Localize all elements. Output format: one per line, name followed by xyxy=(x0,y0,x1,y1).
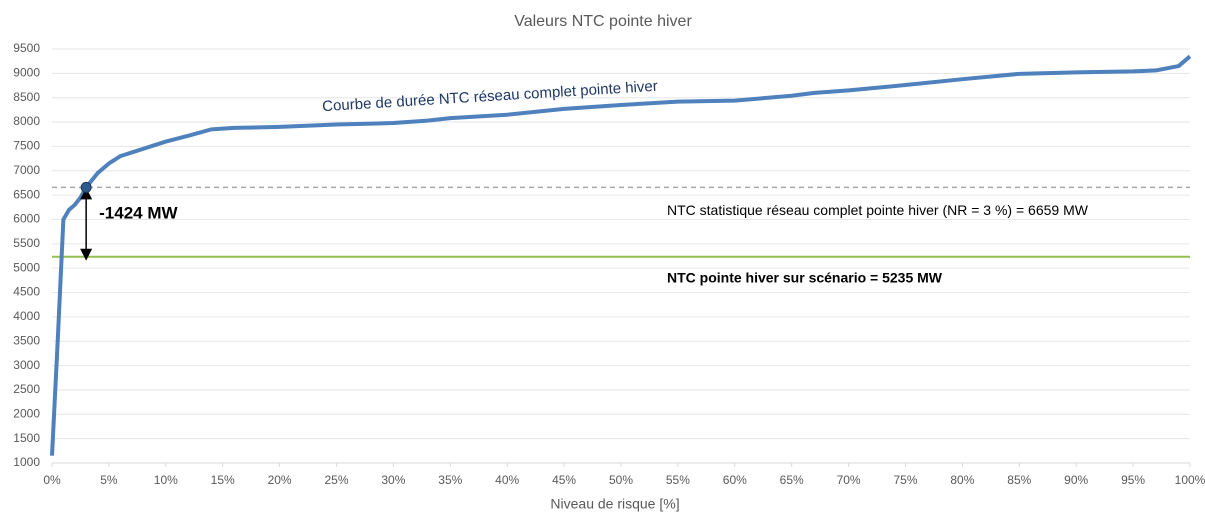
x-tick-label: 75% xyxy=(893,473,917,487)
reference-label: NTC statistique réseau complet pointe hi… xyxy=(667,202,1089,218)
x-tick-label: 20% xyxy=(268,473,292,487)
x-tick-label: 70% xyxy=(837,473,861,487)
x-tick-label: 25% xyxy=(324,473,348,487)
y-tick-label: 2500 xyxy=(13,382,40,396)
y-tick-label: 3000 xyxy=(13,358,40,372)
y-tick-label: 4500 xyxy=(13,285,40,299)
x-axis-label: Niveau de risque [%] xyxy=(550,496,679,512)
y-tick-label: 8000 xyxy=(13,114,40,128)
x-tick-label: 60% xyxy=(723,473,747,487)
y-tick-label: 8500 xyxy=(13,90,40,104)
x-tick-label: 0% xyxy=(43,473,61,487)
y-tick-label: 5000 xyxy=(13,260,40,274)
x-tick-label: 15% xyxy=(211,473,235,487)
x-tick-label: 55% xyxy=(666,473,690,487)
y-tick-label: 1500 xyxy=(13,431,40,445)
x-tick-label: 65% xyxy=(780,473,804,487)
highlight-point xyxy=(80,181,92,193)
arrow-label: -1424 MW xyxy=(99,204,178,223)
y-tick-label: 7500 xyxy=(13,139,40,153)
x-tick-label: 95% xyxy=(1121,473,1145,487)
x-tick-label: 40% xyxy=(495,473,519,487)
x-tick-label: 45% xyxy=(552,473,576,487)
x-tick-label: 90% xyxy=(1064,473,1088,487)
x-tick-label: 80% xyxy=(950,473,974,487)
y-tick-label: 6500 xyxy=(13,187,40,201)
x-tick-label: 5% xyxy=(100,473,118,487)
y-tick-label: 4000 xyxy=(13,309,40,323)
y-tick-label: 6000 xyxy=(13,212,40,226)
x-tick-label: 35% xyxy=(438,473,462,487)
chart-title: Valeurs NTC pointe hiver xyxy=(514,13,692,30)
x-tick-label: 30% xyxy=(381,473,405,487)
y-tick-label: 2000 xyxy=(13,406,40,420)
y-tick-label: 9000 xyxy=(13,66,40,80)
x-tick-label: 10% xyxy=(154,473,178,487)
x-tick-label: 100% xyxy=(1175,473,1205,487)
series-label: Courbe de durée NTC réseau complet point… xyxy=(322,78,658,115)
y-tick-label: 5500 xyxy=(13,236,40,250)
y-tick-label: 7000 xyxy=(13,163,40,177)
x-tick-label: 85% xyxy=(1007,473,1031,487)
reference-label: NTC pointe hiver sur scénario = 5235 MW xyxy=(667,269,943,285)
y-tick-label: 3500 xyxy=(13,333,40,347)
x-tick-label: 50% xyxy=(609,473,633,487)
y-tick-label: 1000 xyxy=(13,455,40,469)
y-tick-label: 9500 xyxy=(13,41,40,55)
